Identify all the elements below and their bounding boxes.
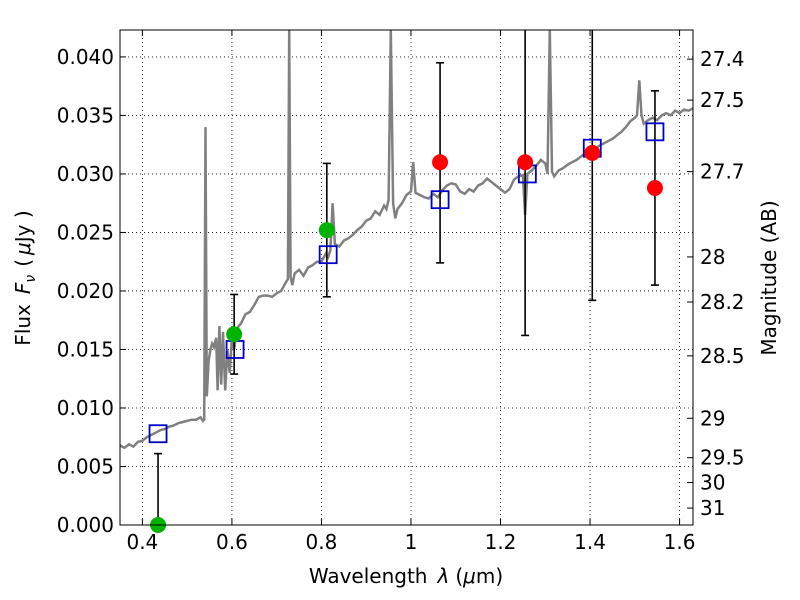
y2-tick-label: 27.5 (700, 88, 745, 112)
observed-point (584, 144, 601, 161)
observed-point (646, 179, 663, 196)
y2-tick-label: 29 (700, 406, 725, 430)
x-axis-title-symbol: λ (436, 564, 449, 588)
y2-tick-label: 27.4 (700, 47, 745, 71)
y2-tick-label: 30 (700, 471, 725, 495)
y-tick-label: 0.010 (57, 396, 114, 420)
x-tick-label: 1.4 (574, 530, 606, 554)
y2-tick-label: 29.5 (700, 446, 745, 470)
observed-point (226, 326, 243, 343)
x-tick-label: 1 (405, 530, 418, 554)
y2-tick-label: 28.5 (700, 344, 745, 368)
y-axis-title-sub: ν (23, 275, 39, 283)
y2-tick-label: 31 (700, 496, 725, 520)
y-tick-label: 0.015 (57, 337, 114, 361)
x-tick-label: 0.6 (216, 530, 248, 554)
y-tick-label: 0.035 (57, 103, 114, 127)
y2-tick-label: 28 (700, 245, 725, 269)
y-tick-label: 0.030 (57, 162, 114, 186)
observed-point (432, 154, 449, 171)
model-point (645, 122, 665, 142)
y-tick-label: 0.000 (57, 513, 114, 537)
x-axis-title-unit-rest: m) (476, 564, 503, 588)
model-point (148, 424, 168, 444)
y-axis-title-unit-rest: Jy ) (11, 210, 35, 244)
y2-tick-label: 27.7 (700, 160, 745, 184)
x-axis-title-unit-mu: μ (462, 564, 476, 588)
observed-point (318, 222, 335, 239)
y-axis-title-symbol: F (11, 282, 35, 294)
x-tick-label: 1.6 (664, 530, 696, 554)
tick-layer: 0.4 0.6 0.8 1 1.2 1.4 1.6 0.000 0.005 0.010 0.015 0… (57, 30, 745, 554)
y-axis-title: Flux Fν ( μJy ) (11, 210, 39, 345)
grid-lines (120, 30, 693, 526)
y-axis-title-main: Flux (11, 304, 35, 346)
marks-layer (148, 30, 665, 533)
y-axis-title-unit-open: ( (11, 259, 35, 267)
y-tick-label: 0.040 (57, 45, 114, 69)
observed-point (517, 154, 534, 171)
y-tick-label: 0.025 (57, 220, 114, 244)
plot-background (120, 30, 693, 525)
y-tick-label: 0.020 (57, 279, 114, 303)
x-tick-label: 0.8 (306, 530, 338, 554)
plot-frame (119, 29, 694, 526)
y-tick-label: 0.005 (57, 454, 114, 478)
x-tick-label: 1.2 (485, 530, 517, 554)
x-axis-title-main: Wavelength (309, 564, 428, 588)
y-axis-title-unit-mu: μ (11, 242, 35, 256)
y2-axis-title: Magnitude (AB) (757, 200, 781, 355)
y2-tick-label: 28.2 (700, 290, 745, 314)
x-axis-title-unit-open: ( (455, 564, 463, 588)
x-tick-label: 0.4 (126, 530, 158, 554)
model-point (430, 190, 450, 210)
model-point (318, 245, 338, 265)
x-axis-title: Wavelength λ (μm) (309, 564, 503, 588)
